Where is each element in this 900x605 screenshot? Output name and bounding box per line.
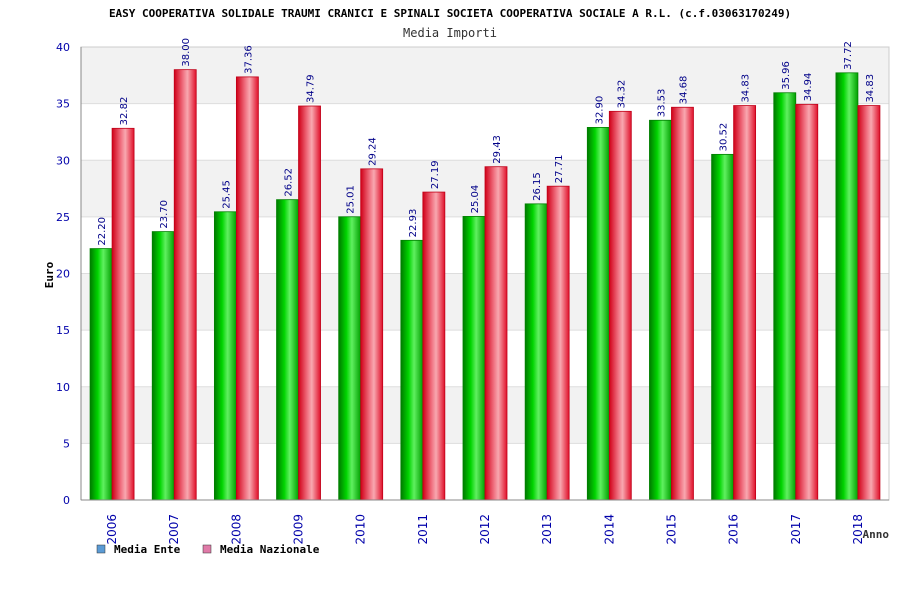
data-label: 29.24: [368, 137, 379, 166]
data-label: 29.43: [492, 135, 503, 164]
chart-subtitle: Media Importi: [403, 26, 497, 40]
grid-band: [81, 47, 889, 104]
x-tick-label: 2009: [292, 514, 306, 545]
bar-labels-group: 22.20 32.82 23.70 38.00 25.45 37.36 26.52 34.79…: [97, 38, 876, 246]
y-tick-label: 20: [56, 268, 70, 281]
data-label: 25.04: [470, 185, 481, 214]
bar-media-nazionale-2011: [422, 191, 446, 501]
legend: Media Ente Media Nazionale: [96, 543, 320, 556]
chart-title: EASY COOPERATIVA SOLIDALE TRAUMI CRANICI…: [109, 7, 791, 20]
y-tick-label: 5: [63, 437, 70, 450]
data-label: 25.45: [221, 180, 232, 209]
y-tick-label: 15: [56, 324, 70, 337]
bar-media-ente-2015: [649, 119, 672, 501]
x-tick-label: 2011: [416, 514, 430, 545]
x-tick-label: 2017: [789, 514, 803, 545]
data-label: 38.00: [181, 38, 192, 67]
legend-label-media-nazionale: Media Nazionale: [220, 543, 320, 556]
x-axis: 2006 2007 2008 2009 2010 2011 2012 2013 2014 2015…: [81, 499, 889, 545]
x-tick-label: 2015: [664, 514, 678, 545]
data-label: 34.83: [865, 74, 876, 103]
y-tick-label: 10: [56, 381, 70, 394]
y-axis-label: Euro: [43, 261, 56, 288]
bar-media-ente-2018: [835, 72, 859, 501]
y-tick-label: 40: [56, 41, 70, 54]
bar-media-nazionale-2009: [298, 105, 321, 501]
data-label: 26.15: [532, 172, 543, 201]
x-tick-label: 2018: [851, 514, 865, 545]
data-label: 22.93: [408, 209, 419, 238]
legend-swatch-media-nazionale: [202, 544, 212, 554]
data-label: 25.01: [346, 185, 357, 214]
data-label: 26.52: [284, 168, 295, 197]
bar-media-nazionale-2015: [671, 106, 694, 501]
legend-swatch-media-ente: [96, 544, 106, 554]
x-tick-label: 2012: [478, 514, 492, 545]
data-label: 32.90: [594, 96, 605, 125]
data-label: 22.20: [97, 217, 108, 246]
y-tick-label: 30: [56, 154, 70, 167]
bar-media-nazionale-2016: [733, 105, 757, 501]
bar-media-nazionale-2014: [608, 110, 632, 501]
bar-media-ente-2013: [524, 203, 548, 501]
data-label: 27.71: [554, 155, 565, 184]
bar-media-ente-2017: [773, 92, 797, 501]
bar-media-nazionale-2012: [484, 166, 508, 501]
bar-media-ente-2008: [213, 211, 237, 501]
bar-media-ente-2007: [151, 231, 175, 501]
x-tick-label: 2016: [727, 514, 741, 545]
bar-media-ente-2012: [462, 216, 486, 501]
data-label: 34.79: [306, 74, 317, 103]
grid-band: [81, 103, 889, 161]
data-label: 34.68: [678, 76, 689, 105]
x-axis-label: Anno: [863, 528, 890, 541]
bar-media-nazionale-2013: [546, 185, 570, 501]
bar-media-ente-2014: [586, 127, 610, 501]
x-tick-label: 2013: [540, 514, 554, 545]
x-tick-label: 2010: [354, 514, 368, 545]
bar-media-ente-2011: [400, 239, 424, 501]
data-label: 23.70: [159, 200, 170, 229]
y-axis: 0 5 10 15 20 25 30 35 40: [56, 41, 82, 507]
data-label: 30.52: [719, 123, 730, 152]
y-tick-label: 25: [56, 211, 70, 224]
data-label: 37.72: [843, 41, 854, 70]
data-label: 34.32: [616, 80, 627, 109]
bar-media-nazionale-2017: [795, 103, 819, 501]
data-label: 37.36: [243, 45, 254, 74]
bar-media-ente-2016: [711, 153, 735, 501]
data-label: 34.83: [741, 74, 752, 103]
bar-media-nazionale-2007: [173, 69, 197, 501]
legend-label-media-ente: Media Ente: [114, 543, 181, 556]
data-label: 33.53: [656, 89, 667, 118]
bars-group: [89, 69, 881, 501]
x-tick-label: 2014: [602, 514, 616, 545]
bar-media-nazionale-2010: [360, 168, 384, 501]
y-tick-label: 0: [63, 494, 70, 507]
x-tick-label: 2006: [105, 514, 119, 545]
data-label: 35.96: [781, 61, 792, 90]
bar-media-ente-2009: [276, 199, 299, 501]
bar-media-nazionale-2008: [235, 76, 259, 501]
data-label: 27.19: [430, 160, 441, 189]
bar-media-ente-2006: [89, 248, 113, 501]
bar-media-nazionale-2018: [857, 105, 881, 501]
bar-media-ente-2010: [338, 216, 362, 501]
x-tick-label: 2008: [229, 514, 243, 545]
bar-media-nazionale-2006: [111, 127, 135, 501]
data-label: 32.82: [119, 97, 130, 126]
y-tick-label: 35: [56, 98, 70, 111]
x-tick-label: 2007: [167, 514, 181, 545]
data-label: 34.94: [803, 73, 814, 102]
